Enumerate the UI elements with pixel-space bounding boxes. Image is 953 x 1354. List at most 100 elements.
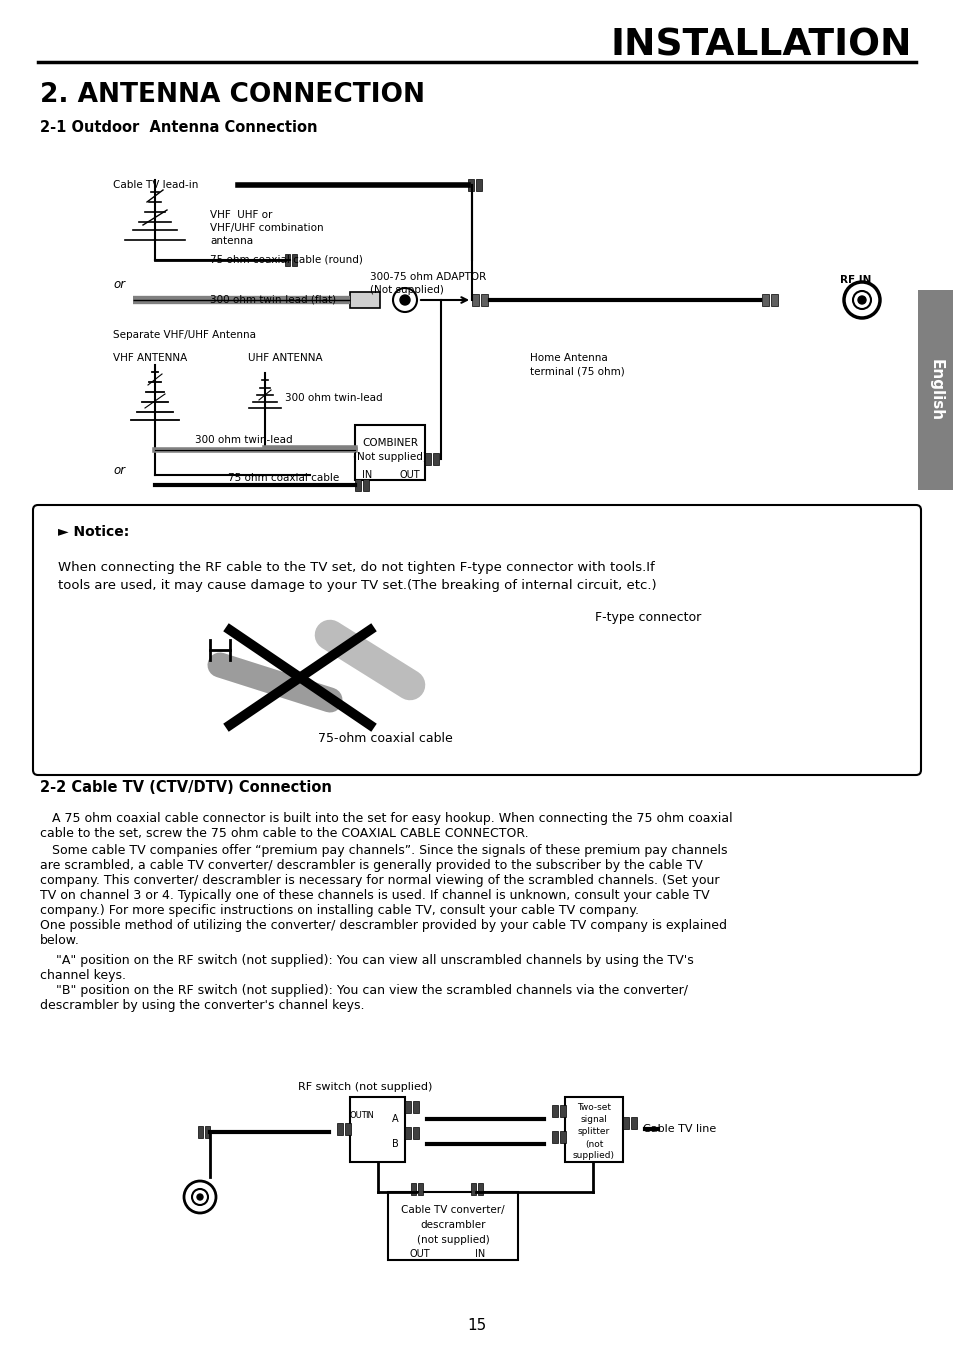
Circle shape <box>399 295 410 305</box>
Text: "A" position on the RF switch (not supplied): You can view all unscrambled chann: "A" position on the RF switch (not suppl… <box>40 955 693 967</box>
Text: Home Antenna: Home Antenna <box>530 353 607 363</box>
Text: IN: IN <box>475 1248 485 1259</box>
Bar <box>205 1127 210 1137</box>
Bar <box>622 1117 628 1129</box>
Text: A 75 ohm coaxial cable connector is built into the set for easy hookup. When con: A 75 ohm coaxial cable connector is buil… <box>40 812 732 825</box>
Text: or: or <box>112 279 125 291</box>
Text: 75 ohm coaxial cable: 75 ohm coaxial cable <box>228 473 339 483</box>
Bar <box>411 1183 416 1196</box>
Text: tools are used, it may cause damage to your TV set.(The breaking of internal cir: tools are used, it may cause damage to y… <box>58 580 656 593</box>
Text: Separate VHF/UHF Antenna: Separate VHF/UHF Antenna <box>112 330 255 340</box>
Bar <box>477 1183 482 1196</box>
Circle shape <box>196 1194 203 1200</box>
Text: 15: 15 <box>467 1319 486 1334</box>
Text: One possible method of utilizing the converter/ descrambler provided by your cab: One possible method of utilizing the con… <box>40 919 726 932</box>
Bar <box>198 1127 203 1137</box>
Bar <box>761 294 768 306</box>
Text: OUT: OUT <box>399 470 420 481</box>
Bar <box>433 454 438 464</box>
Text: OUT: OUT <box>409 1248 430 1259</box>
Bar <box>355 425 424 481</box>
Text: descrambler by using the converter's channel keys.: descrambler by using the converter's cha… <box>40 999 364 1011</box>
Text: company.) For more specific instructions on installing cable TV, consult your ca: company.) For more specific instructions… <box>40 904 639 917</box>
Bar <box>476 179 481 191</box>
Text: 300 ohm twin-lead: 300 ohm twin-lead <box>194 435 293 445</box>
Bar <box>472 294 478 306</box>
Text: B: B <box>392 1139 398 1150</box>
Bar <box>345 1122 351 1135</box>
Text: cable to the set, screw the 75 ohm cable to the COAXIAL CABLE CONNECTOR.: cable to the set, screw the 75 ohm cable… <box>40 827 528 839</box>
Text: below.: below. <box>40 934 80 946</box>
Text: ► Notice:: ► Notice: <box>58 525 129 539</box>
Bar <box>471 1183 476 1196</box>
Text: Cable TV converter/: Cable TV converter/ <box>401 1205 504 1215</box>
Text: Cable TV lead-in: Cable TV lead-in <box>112 180 198 190</box>
Text: COMBINER: COMBINER <box>361 437 417 448</box>
Bar <box>630 1117 637 1129</box>
Text: (Not supplied): (Not supplied) <box>370 284 443 295</box>
Bar <box>405 1127 411 1139</box>
Bar <box>285 255 290 265</box>
Bar <box>559 1105 565 1117</box>
Circle shape <box>857 297 865 305</box>
Text: Cable TV line: Cable TV line <box>642 1124 716 1135</box>
Text: antenna: antenna <box>210 236 253 246</box>
Text: Two-set: Two-set <box>577 1104 610 1113</box>
Text: channel keys.: channel keys. <box>40 969 126 982</box>
Text: IN: IN <box>361 470 372 481</box>
Text: (Not supplied): (Not supplied) <box>353 452 427 462</box>
FancyBboxPatch shape <box>33 505 920 774</box>
Text: (not: (not <box>584 1140 602 1148</box>
Bar <box>350 1097 405 1162</box>
Text: 75 ohm coaxial cable (round): 75 ohm coaxial cable (round) <box>210 255 362 265</box>
Bar <box>917 290 953 490</box>
Bar <box>564 1097 622 1162</box>
Text: VHF  UHF or: VHF UHF or <box>210 210 273 219</box>
Bar <box>559 1131 565 1143</box>
Bar <box>413 1127 418 1139</box>
Text: "B" position on the RF switch (not supplied): You can view the scrambled channel: "B" position on the RF switch (not suppl… <box>40 984 687 997</box>
Bar <box>552 1105 558 1117</box>
Text: F-type connector: F-type connector <box>595 612 700 624</box>
Bar <box>292 255 296 265</box>
Text: 2. ANTENNA CONNECTION: 2. ANTENNA CONNECTION <box>40 83 424 108</box>
Bar <box>363 479 369 492</box>
Text: descrambler: descrambler <box>420 1220 485 1229</box>
Text: IN: IN <box>365 1110 374 1120</box>
Text: 300 ohm twin-lead: 300 ohm twin-lead <box>285 393 382 403</box>
Text: 300 ohm twin-lead (flat): 300 ohm twin-lead (flat) <box>210 295 335 305</box>
Text: VHF ANTENNA: VHF ANTENNA <box>112 353 187 363</box>
Bar <box>388 1192 517 1261</box>
Text: OUT: OUT <box>349 1110 367 1120</box>
Text: 2-2 Cable TV (CTV/DTV) Connection: 2-2 Cable TV (CTV/DTV) Connection <box>40 780 332 796</box>
Text: 2-1 Outdoor  Antenna Connection: 2-1 Outdoor Antenna Connection <box>40 119 317 134</box>
Text: 300-75 ohm ADAPTOR: 300-75 ohm ADAPTOR <box>370 272 486 282</box>
Text: are scrambled, a cable TV converter/ descrambler is generally provided to the su: are scrambled, a cable TV converter/ des… <box>40 858 702 872</box>
Bar <box>468 179 474 191</box>
Text: terminal (75 ohm): terminal (75 ohm) <box>530 367 624 376</box>
Bar <box>552 1131 558 1143</box>
Bar <box>413 1101 418 1113</box>
Text: RF IN: RF IN <box>840 275 870 284</box>
Text: (not supplied): (not supplied) <box>416 1235 489 1244</box>
Bar <box>770 294 778 306</box>
Text: TV on channel 3 or 4. Typically one of these channels is used. If channel is unk: TV on channel 3 or 4. Typically one of t… <box>40 890 709 902</box>
Text: RF switch (not supplied): RF switch (not supplied) <box>297 1082 432 1091</box>
Bar <box>355 479 360 492</box>
Text: 75-ohm coaxial cable: 75-ohm coaxial cable <box>317 731 452 745</box>
Bar <box>336 1122 343 1135</box>
Text: splitter: splitter <box>578 1128 610 1136</box>
Text: When connecting the RF cable to the TV set, do not tighten F-type connector with: When connecting the RF cable to the TV s… <box>58 562 654 574</box>
Bar <box>424 454 431 464</box>
Bar <box>350 292 379 307</box>
Text: VHF/UHF combination: VHF/UHF combination <box>210 223 323 233</box>
Text: signal: signal <box>580 1116 607 1125</box>
Text: UHF ANTENNA: UHF ANTENNA <box>248 353 322 363</box>
Bar <box>405 1101 411 1113</box>
Bar <box>480 294 488 306</box>
Bar <box>417 1183 422 1196</box>
Text: INSTALLATION: INSTALLATION <box>610 28 911 64</box>
Text: or: or <box>112 463 125 477</box>
Text: company. This converter/ descrambler is necessary for normal viewing of the scra: company. This converter/ descrambler is … <box>40 873 719 887</box>
Text: A: A <box>392 1114 398 1124</box>
